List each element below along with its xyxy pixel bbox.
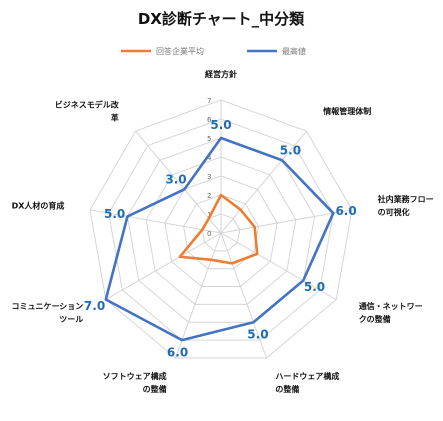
grid-spoke <box>175 232 222 359</box>
category-labels: 経営方針情報管理体制社内業務フローの可視化通信・ネットワークの整備ハードウェア構… <box>11 69 433 394</box>
value-labels: 5.0 5.0 6.0 5.0 5.0 6.0 7.0 5.0 3.0 <box>84 118 357 359</box>
tick-label: 4 <box>207 154 212 162</box>
grid-ring-2 <box>183 194 259 270</box>
series-max-line <box>104 136 335 342</box>
grid-spoke <box>220 232 337 300</box>
value-label: 3.0 <box>165 172 186 186</box>
grid-spoke <box>105 232 222 300</box>
series-average-line <box>178 193 259 265</box>
grid-ring-5 <box>126 137 316 323</box>
tick-label: 0 <box>207 230 211 238</box>
legend-label-max: 最高値 <box>282 46 306 56</box>
category-label: ソフトウェア構成の整備 <box>103 371 167 394</box>
category-label: 情報管理体制 <box>322 106 371 116</box>
value-label: 6.0 <box>335 204 356 218</box>
value-label: 5.0 <box>247 327 268 341</box>
grid-spoke <box>220 130 307 234</box>
category-label: 通信・ネットワークの整備 <box>359 301 423 324</box>
category-label: DX人材の育成 <box>12 200 65 210</box>
grid-ring-3 <box>164 175 278 288</box>
category-label: 社内業務フローの可視化 <box>377 194 434 217</box>
tick-label: 3 <box>207 173 211 181</box>
legend-label-average: 回答企業平均 <box>156 46 204 56</box>
grid-spoke <box>220 209 353 234</box>
grid-spoke <box>220 232 267 359</box>
chart-title: DX診断チャート_中分類 <box>138 10 305 28</box>
value-label: 5.0 <box>210 118 231 132</box>
tick-label: 2 <box>207 192 211 200</box>
category-label: ビジネスモデル改革 <box>55 100 120 123</box>
legend: 回答企業平均 最高値 <box>121 46 306 56</box>
value-label: 7.0 <box>84 299 105 313</box>
tick-label: 5 <box>207 135 211 143</box>
tick-label: 7 <box>207 97 211 105</box>
value-label: 5.0 <box>304 280 325 294</box>
grid-ring-4 <box>145 156 297 305</box>
value-label: 5.0 <box>104 207 125 221</box>
category-label: コミュニケーションツール <box>11 302 83 324</box>
grid-ring-7 <box>89 99 353 359</box>
value-label: 6.0 <box>167 345 188 359</box>
value-label: 5.0 <box>280 143 301 157</box>
category-label: ハードウェア構成の整備 <box>275 371 339 394</box>
grid-spoke <box>135 130 222 234</box>
grid-spoke <box>89 209 222 234</box>
category-label: 経営方針 <box>205 69 237 79</box>
tick-label: 6 <box>207 116 212 124</box>
grid-ring-6 <box>108 118 334 341</box>
radar-grid <box>89 99 353 359</box>
series-lines <box>104 136 335 342</box>
